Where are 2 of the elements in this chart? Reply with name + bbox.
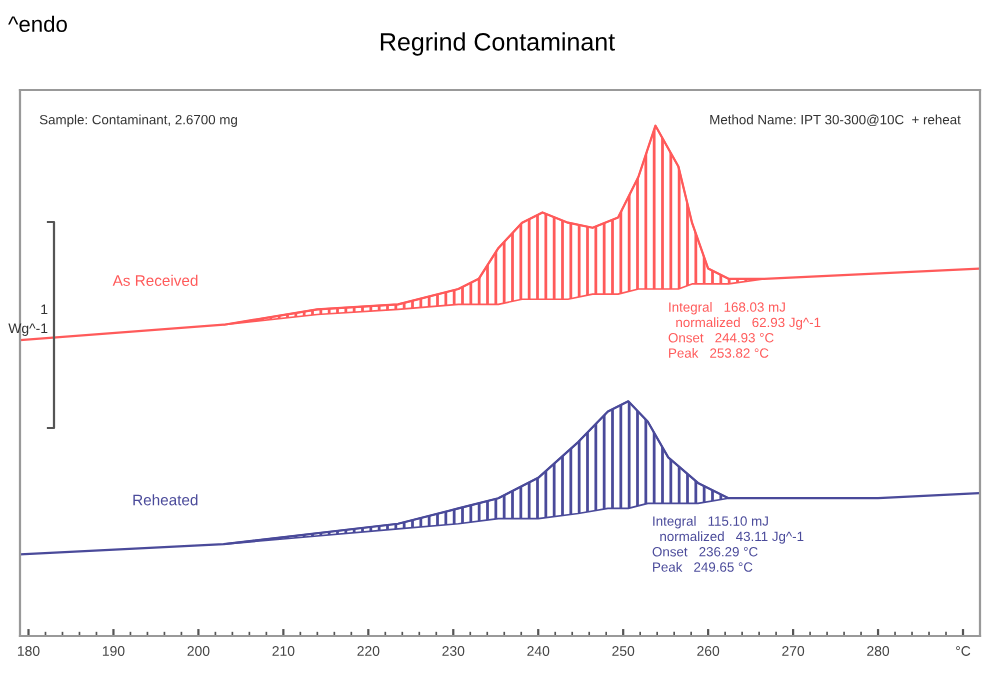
chart-title: Regrind Contaminant	[380, 32, 615, 56]
text: ^endo	[8, 15, 67, 32]
